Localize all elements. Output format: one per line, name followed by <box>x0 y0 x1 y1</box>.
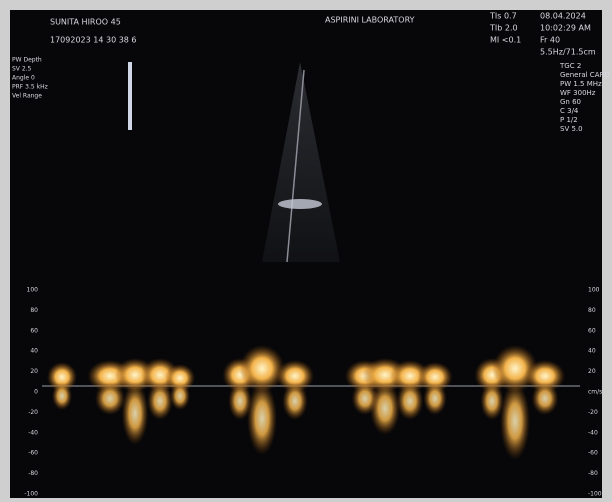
flow-burst <box>95 382 125 415</box>
left-line: Angle 0 <box>12 75 35 82</box>
scale-left-label: -20 <box>28 409 38 416</box>
flow-burst <box>47 362 77 392</box>
setting-line: C 3/4 <box>560 107 579 115</box>
index-line: TIs 0.7 <box>489 12 517 21</box>
scales: 100 80 60 40 20 0 -20 -40 -60 -80 -100 100 80 60 40 20 c… <box>24 287 602 498</box>
patient-id: 17092023 14 30 38 6 <box>50 36 137 45</box>
flow-burst <box>276 360 314 392</box>
setting-line: PW 1.5 MHz <box>560 80 602 88</box>
scale-left-label: -60 <box>28 450 38 457</box>
scale-left-label: 60 <box>30 327 38 334</box>
index-line: TIb 2.0 <box>489 24 518 33</box>
scale-left-label: 100 <box>27 287 39 294</box>
info-line: 5.5Hz/71.5cm <box>540 48 596 57</box>
flow-burst <box>417 362 453 392</box>
scale-right-label: -80 <box>588 470 598 477</box>
flow-burst <box>423 382 447 415</box>
scale-left-label: 40 <box>30 348 38 355</box>
setting-line: P 1/2 <box>560 116 578 124</box>
flow-burst <box>239 345 285 392</box>
scale-right-label: -60 <box>588 450 598 457</box>
setting-line: Gn 60 <box>560 98 581 106</box>
flow-burst <box>52 382 72 410</box>
info-line: 08.04.2024 <box>540 12 586 21</box>
flow-burst <box>500 382 530 460</box>
left-line: Vel Range <box>12 93 42 100</box>
indices: TIs 0.7 TIb 2.0 MI <0.1 <box>489 12 521 45</box>
flow-burst <box>396 382 424 420</box>
scale-left-label: 20 <box>30 368 38 375</box>
scale-left-label: -40 <box>28 429 38 436</box>
scale-right-label: -40 <box>588 429 598 436</box>
setting-line: SV 5.0 <box>560 125 583 133</box>
setting-line: General CARD <box>560 71 610 79</box>
scale-left-label: 80 <box>30 307 38 314</box>
flow-burst <box>121 382 149 445</box>
left-line: PW Depth <box>12 57 42 64</box>
scale-left-label: 0 <box>34 389 38 396</box>
flow-burst <box>370 382 400 435</box>
scale-left-label: -100 <box>24 491 38 498</box>
scale-right-label: 60 <box>588 327 596 334</box>
scale-right-label: 100 <box>588 287 600 294</box>
index-line: MI <0.1 <box>490 36 521 45</box>
flow-burst <box>531 382 559 415</box>
patient-name: SUNITA HIROO 45 <box>50 18 121 27</box>
sample-volume <box>278 199 322 209</box>
cursor-line <box>286 69 305 263</box>
scale-left-label: -80 <box>28 470 38 477</box>
sector-image <box>262 62 340 262</box>
scale-right-label: cm/s <box>588 389 602 396</box>
left-panel: PW Depth SV 2.5 Angle 0 PRF 3.5 kHz Vel Rang… <box>12 57 48 100</box>
info-line: 10:02:29 AM <box>540 24 591 33</box>
info-line: Fr 40 <box>540 36 560 45</box>
gain-bar <box>128 62 132 130</box>
flow-burst <box>282 382 308 420</box>
flow-burst <box>147 382 173 420</box>
flow-burst <box>525 360 565 392</box>
doppler-spectrum <box>47 345 565 460</box>
scale-right-label: -100 <box>588 491 602 498</box>
flow-burst <box>247 382 277 455</box>
info: 08.04.2024 10:02:29 AM Fr 40 5.5Hz/71.5cm <box>540 12 596 57</box>
lab-name: ASPIRINI LABORATORY <box>325 16 415 25</box>
scale-right-label: -20 <box>588 409 598 416</box>
scale-right-label: 20 <box>588 368 596 375</box>
scale-right-label: 40 <box>588 348 596 355</box>
flow-burst <box>228 382 252 420</box>
flow-burst <box>480 382 504 420</box>
setting-line: TGC 2 <box>559 62 581 70</box>
left-line: SV 2.5 <box>12 66 32 73</box>
flow-burst <box>165 364 195 392</box>
flow-burst <box>170 382 190 410</box>
setting-line: WF 300Hz <box>560 89 596 97</box>
left-line: PRF 3.5 kHz <box>12 84 48 91</box>
scale-right-label: 80 <box>588 307 596 314</box>
